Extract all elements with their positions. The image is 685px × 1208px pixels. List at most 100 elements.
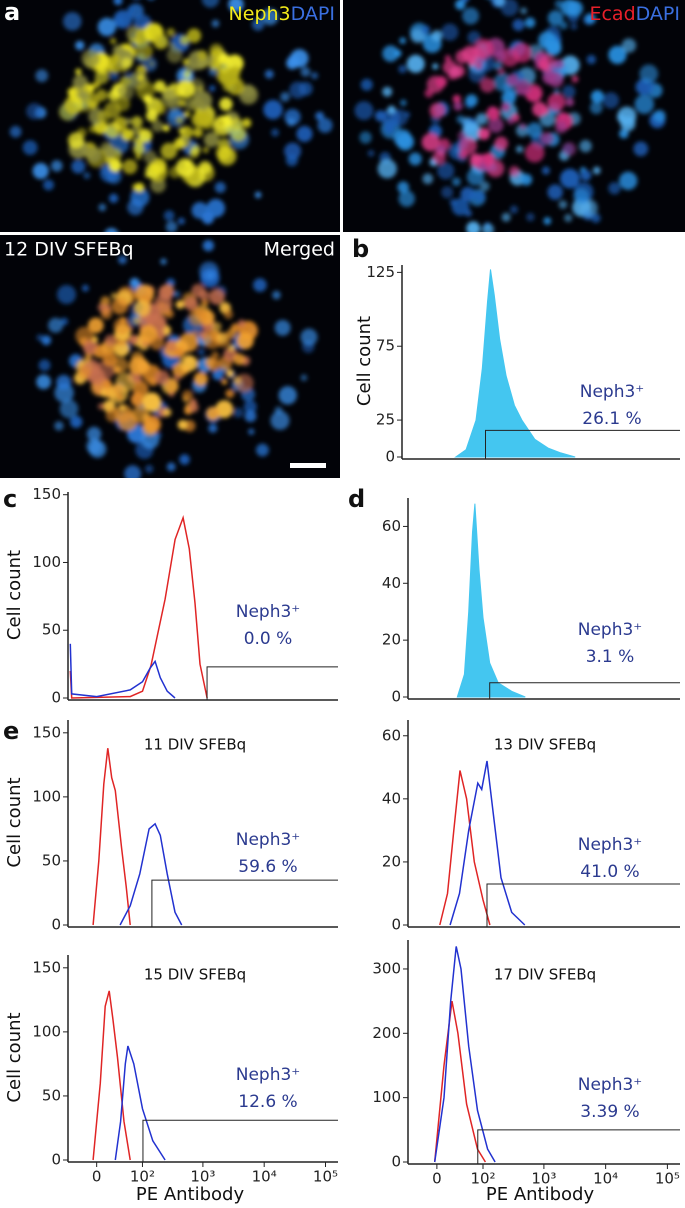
cell	[524, 17, 536, 28]
cell	[573, 188, 590, 205]
y-tick-label: 150	[32, 723, 61, 741]
cell	[110, 38, 117, 45]
cell	[585, 13, 596, 24]
y-axis-label: Cell count	[4, 777, 25, 867]
cell	[565, 98, 575, 107]
y-tick-label: 60	[382, 726, 401, 744]
cell	[143, 150, 157, 164]
y-tick-label: 40	[382, 574, 401, 592]
cell	[559, 21, 568, 30]
cell	[550, 43, 560, 53]
x-tick-label: 0	[432, 1170, 442, 1188]
cell	[177, 217, 185, 225]
y-tick-label: 0	[385, 448, 395, 466]
y-tick-label: 200	[372, 1024, 401, 1042]
y-tick-label: 25	[376, 411, 395, 429]
panel-letter: e	[3, 717, 19, 745]
cell	[261, 8, 279, 26]
cell	[200, 298, 209, 307]
cell	[35, 69, 49, 83]
cell	[393, 49, 402, 58]
cell	[43, 179, 55, 191]
gate-annotation: 59.6 %	[238, 857, 297, 877]
cell	[128, 37, 135, 44]
cell	[54, 421, 64, 431]
cell	[264, 69, 274, 79]
x-tick-label: 0	[92, 1168, 102, 1186]
cell	[543, 217, 552, 225]
cell	[58, 102, 77, 121]
channel-labels: EcadDAPI	[589, 3, 680, 25]
cell	[218, 119, 225, 126]
cell	[165, 379, 179, 394]
cell	[26, 102, 43, 120]
cell	[480, 77, 495, 93]
cell	[558, 200, 568, 209]
cell	[197, 50, 208, 61]
histogram-area	[456, 503, 526, 698]
cell	[56, 284, 77, 305]
gate-annotation: Neph3⁺	[578, 620, 643, 640]
cell	[547, 10, 564, 26]
cell	[130, 392, 145, 407]
cell	[508, 165, 520, 177]
cell	[478, 128, 490, 140]
cell	[619, 128, 629, 139]
cell	[462, 7, 480, 25]
cell	[153, 34, 169, 50]
cell	[211, 57, 220, 66]
cell	[172, 373, 182, 382]
cell	[221, 378, 228, 385]
cell	[590, 90, 604, 104]
panel-letter: b	[352, 235, 369, 263]
cell	[125, 118, 132, 125]
cell	[435, 76, 447, 88]
cell	[270, 410, 290, 431]
cell	[374, 110, 386, 122]
cell	[216, 59, 230, 73]
cell	[32, 162, 49, 180]
cell	[382, 45, 399, 62]
y-tick-label: 50	[42, 621, 61, 639]
cell	[377, 159, 397, 179]
chart-title: 17 DIV SFEBq	[494, 966, 596, 984]
cell	[280, 92, 290, 102]
cell	[111, 297, 129, 315]
y-axis-label: Cell count	[4, 550, 25, 640]
cell	[554, 120, 568, 134]
cell	[461, 45, 479, 63]
cell	[136, 81, 156, 101]
cell	[494, 0, 506, 7]
cell	[400, 99, 407, 107]
cell	[102, 352, 118, 367]
cell	[237, 319, 246, 328]
cell	[81, 49, 100, 68]
cell	[479, 181, 490, 192]
cell	[226, 77, 245, 96]
cell	[197, 348, 205, 356]
gate-annotation: 26.1 %	[582, 409, 641, 429]
cell	[512, 18, 525, 31]
cell	[166, 28, 176, 37]
cell	[145, 109, 158, 122]
cell	[300, 374, 308, 382]
x-tick-label: 10²	[470, 1170, 495, 1188]
cell	[85, 147, 102, 163]
cell	[475, 113, 488, 125]
cell	[223, 309, 234, 320]
cell	[135, 153, 142, 160]
cell	[75, 40, 85, 51]
cell	[141, 430, 160, 450]
cell	[175, 300, 185, 309]
histogram-line	[92, 748, 131, 926]
x-tick-label: 10⁴	[252, 1168, 277, 1186]
cell	[506, 116, 515, 125]
cell	[77, 90, 88, 101]
cell	[67, 132, 85, 149]
cell	[22, 140, 38, 156]
cell	[75, 326, 94, 346]
y-tick-label: 100	[32, 787, 61, 805]
cell	[538, 31, 557, 50]
cell	[148, 60, 155, 67]
cell	[133, 143, 145, 155]
